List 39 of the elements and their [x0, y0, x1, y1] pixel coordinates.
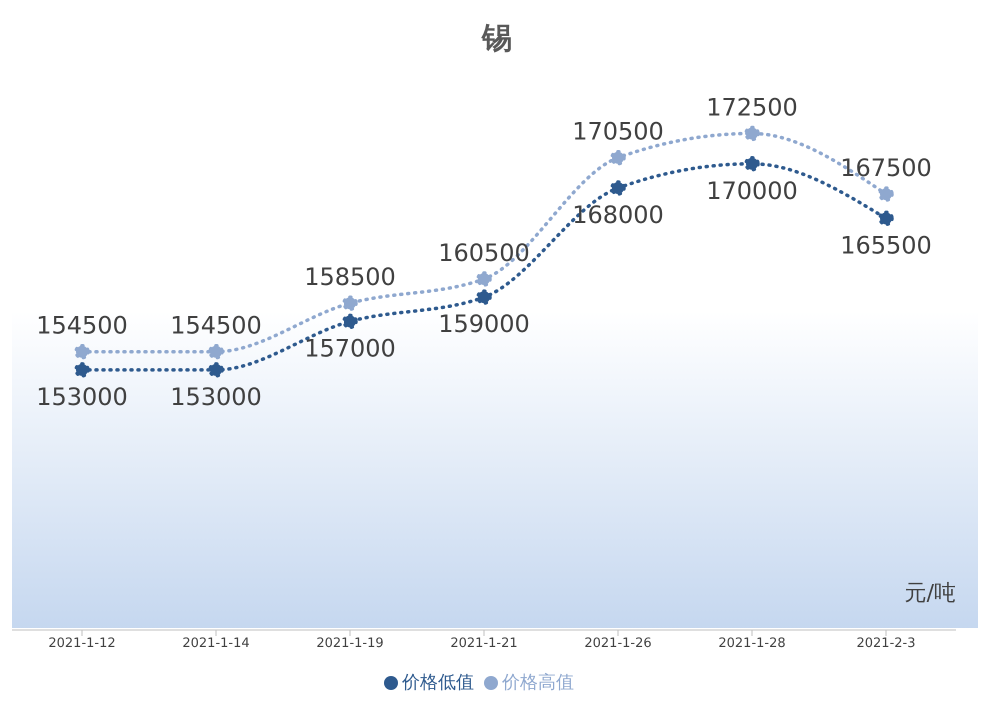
data-label: 170000 [706, 176, 798, 205]
data-label: 168000 [572, 201, 664, 230]
point [208, 362, 224, 378]
point [744, 156, 760, 172]
data-label: 172500 [706, 93, 798, 122]
legend-label: 价格低值 [402, 672, 474, 693]
data-label: 165500 [840, 231, 932, 260]
point [476, 271, 492, 287]
legend-label: 价格高值 [502, 672, 574, 693]
data-label: 167500 [840, 154, 932, 182]
chart-title: 锡 [480, 20, 513, 58]
data-label: 170500 [572, 118, 664, 146]
point [342, 314, 358, 330]
point [208, 344, 224, 360]
point [744, 126, 760, 142]
point [610, 180, 626, 196]
data-label: 158500 [304, 263, 396, 292]
x-tick-label: 2021-1-26 [584, 636, 652, 652]
point [878, 210, 894, 226]
x-tick-label: 2021-1-12 [48, 636, 116, 652]
x-tick-label: 2021-1-19 [316, 636, 384, 652]
x-tick-label: 2021-2-3 [856, 636, 916, 652]
data-label: 153000 [170, 382, 262, 411]
point [476, 289, 492, 305]
point [74, 344, 90, 360]
x-tick-label: 2021-1-21 [450, 636, 518, 652]
data-label: 157000 [304, 334, 396, 362]
data-label: 160500 [438, 238, 530, 267]
point [610, 150, 626, 166]
x-tick-label: 2021-1-14 [182, 636, 250, 652]
point [342, 295, 358, 311]
data-label: 154500 [170, 312, 262, 340]
data-label: 153000 [36, 382, 128, 411]
data-label: 154500 [36, 312, 128, 340]
x-tick-label: 2021-1-28 [718, 636, 786, 652]
data-label: 159000 [438, 310, 530, 338]
point [878, 186, 894, 202]
point [74, 362, 90, 378]
text: 元/吨 [904, 580, 956, 608]
